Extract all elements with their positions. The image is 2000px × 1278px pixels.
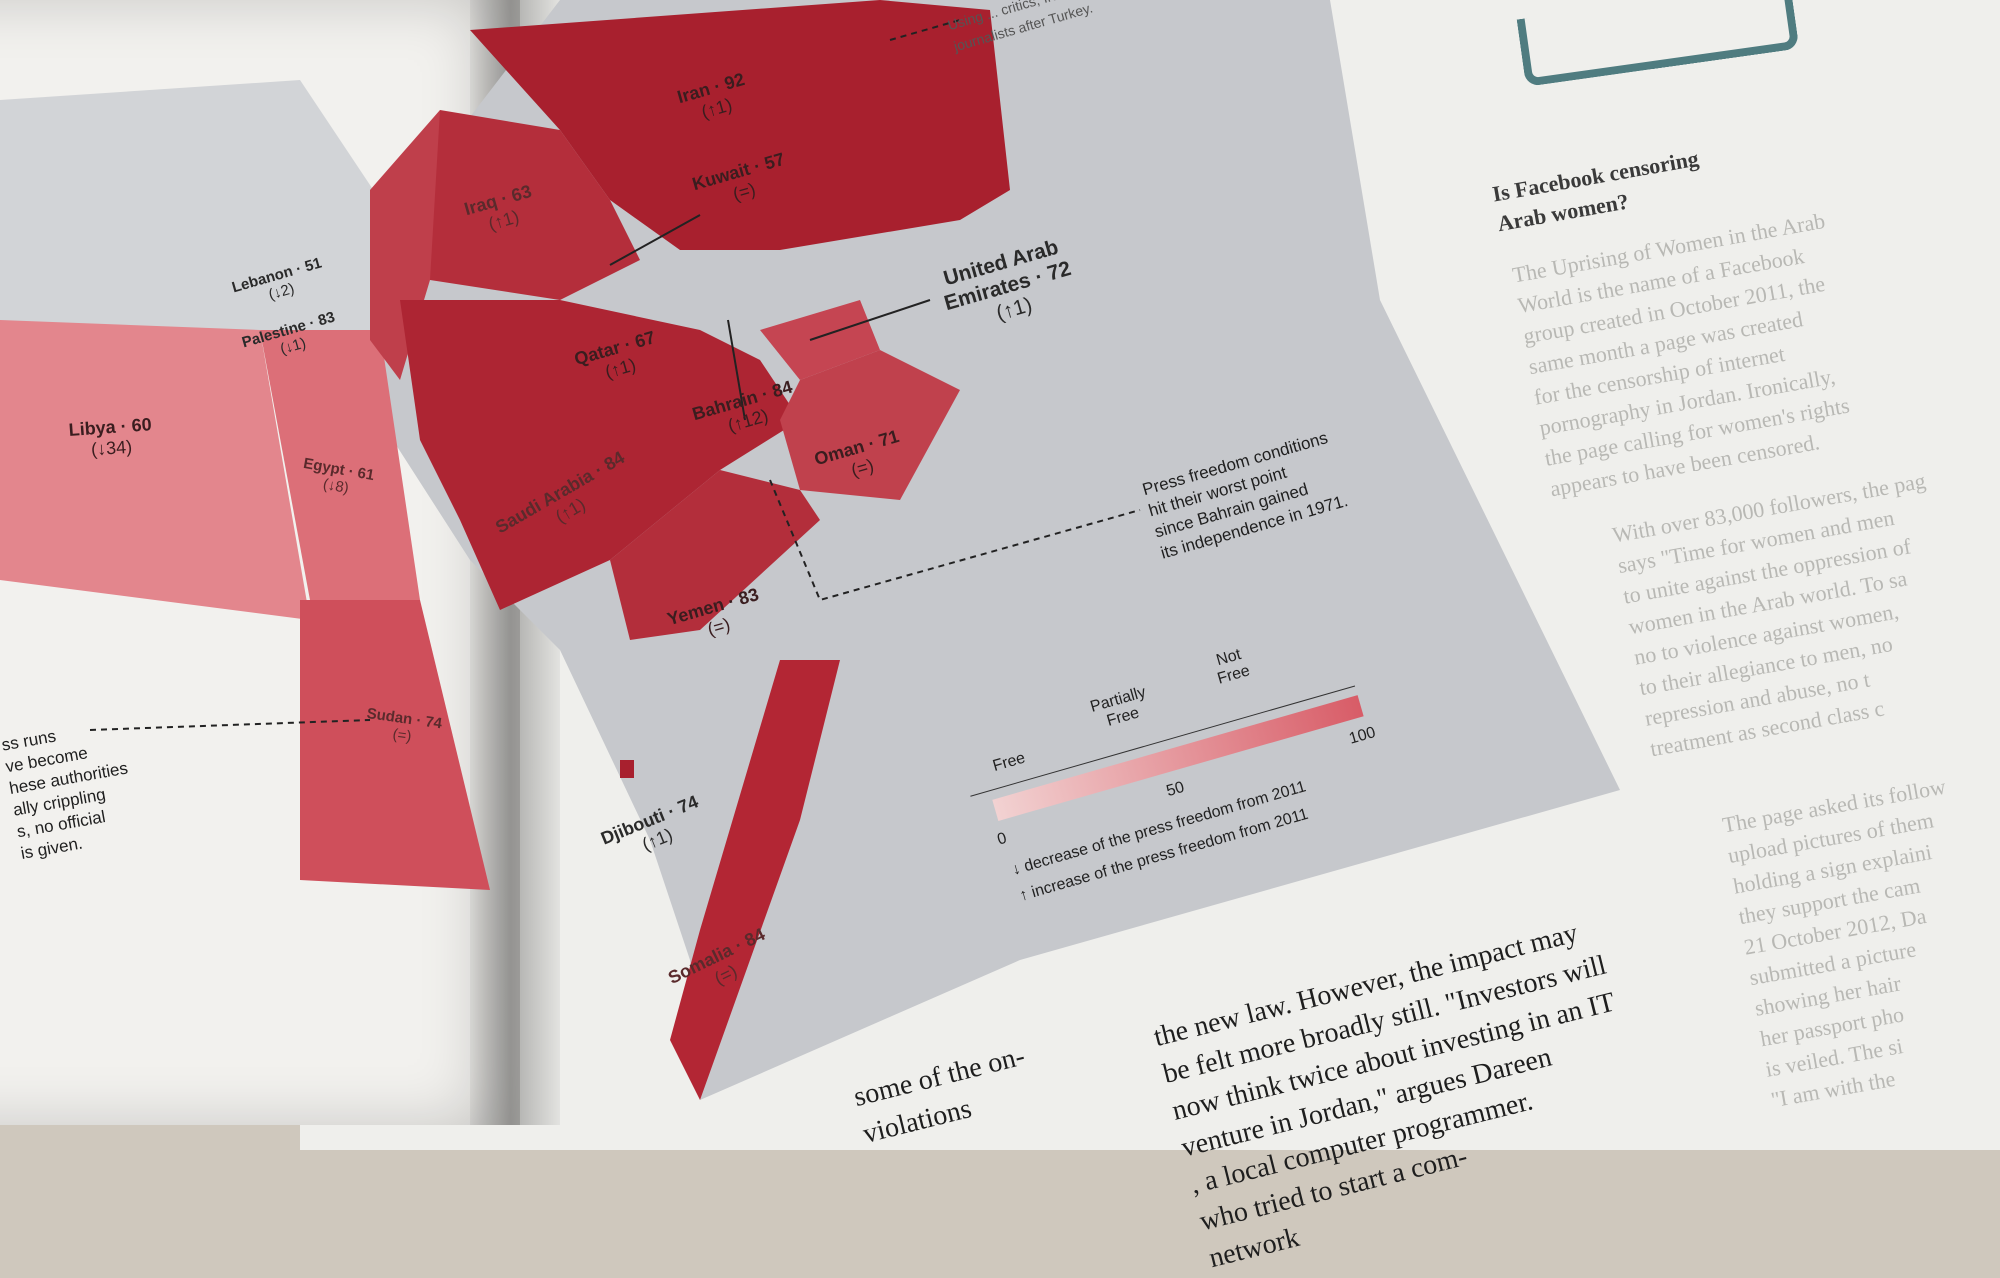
middle-east-map	[0, 0, 1620, 1100]
yemen-shape	[610, 470, 820, 640]
iran-shape	[470, 0, 1010, 250]
label-libya: Libya · 60 (↓34)	[68, 414, 154, 462]
egypt-shape	[260, 330, 420, 600]
saudi-arabia-shape	[400, 300, 800, 610]
left-map-grey	[0, 80, 380, 330]
djibouti-shape	[620, 760, 634, 778]
map-grey-area	[360, 0, 1620, 1100]
left-page-note: ss runs ve become hese authorities ally …	[0, 714, 141, 865]
oman-shape	[780, 350, 960, 500]
uae-shape	[760, 300, 880, 380]
uae-leader	[809, 299, 931, 341]
iran-note-leader	[889, 19, 961, 41]
levant-shape	[370, 110, 440, 380]
kuwait-leader	[609, 214, 701, 266]
sudan-shape	[300, 600, 490, 890]
left-note-leader	[89, 719, 371, 731]
iraq-shape	[420, 110, 640, 300]
somalia-shape	[670, 660, 840, 1100]
bahrain-leader	[727, 319, 746, 421]
libya-shape	[0, 320, 310, 620]
